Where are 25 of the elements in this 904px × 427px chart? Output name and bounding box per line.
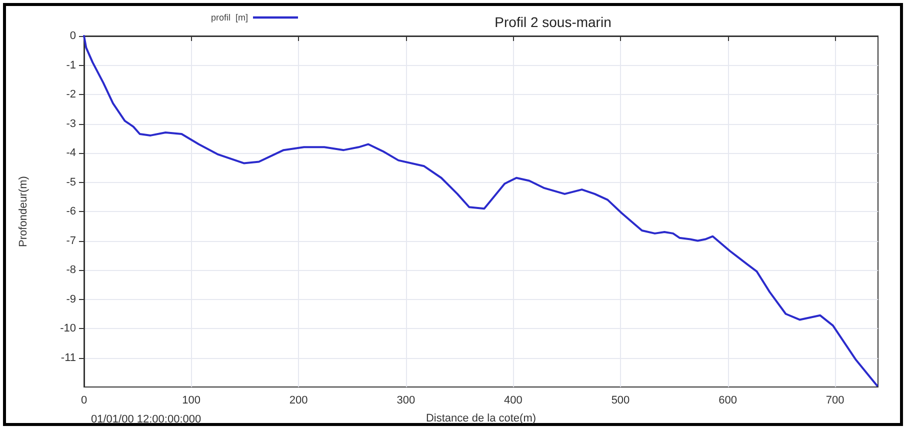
x-tick-label: 300 [396,394,416,406]
x-tick-label: 400 [504,394,522,406]
y-tick-label: -11 [60,352,76,364]
x-tick-label: 600 [718,394,737,406]
y-tick-label: -4 [66,147,76,159]
chart-title: Profil 2 sous-marin [494,14,612,30]
y-tick-label: -9 [66,293,76,306]
x-tick-label: 200 [289,394,308,406]
x-tick-label: 700 [826,394,844,406]
y-tick-label: -8 [66,264,76,276]
y-tick-label: -3 [66,118,76,130]
y-tick-label: -1 [66,59,76,72]
y-tick-label: -7 [66,234,76,247]
y-tick-label: -6 [66,206,76,218]
x-tick-label: 100 [182,394,200,406]
x-tick-label: 500 [611,394,630,406]
x-tick-label: 0 [80,394,88,406]
text: 01/01/00 12:00:00:000 [91,414,202,426]
x-axis-title: Distance de la cote(m) [426,412,536,424]
y-tick-label: -2 [66,88,76,100]
y-axis-title: Profondeur(m) [18,176,30,247]
y-tick-label: -5 [66,176,76,188]
y-tick-label: -10 [60,322,76,334]
y-tick-label: 0 [70,30,76,42]
legend-label: profil [m] [210,12,248,22]
